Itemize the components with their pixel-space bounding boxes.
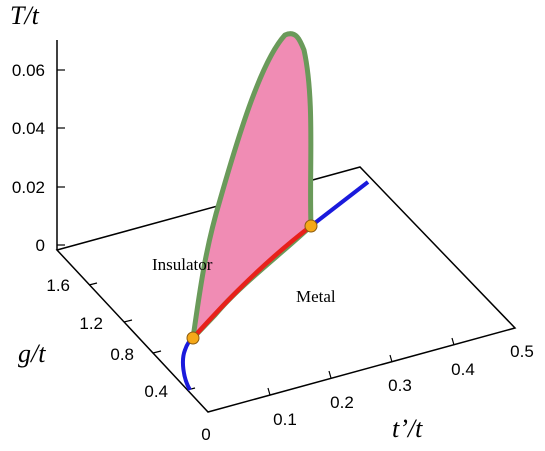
front-tick-label: 0.1 <box>273 410 297 429</box>
vertical-tick-label: 0 <box>36 236 45 255</box>
front-tick-label: 0.3 <box>388 376 412 395</box>
critical-point <box>186 331 200 345</box>
vertical-tick-label: 0.02 <box>12 178 45 197</box>
first-order-line <box>191 224 313 340</box>
front-ticks <box>267 337 455 396</box>
left-tick-label: 0.4 <box>144 382 168 401</box>
vertical-axis-label: T/t <box>10 1 40 30</box>
vertical-tick-label: 0.06 <box>12 61 45 80</box>
left-tick-label: 1.2 <box>79 314 103 333</box>
insulator-label: Insulator <box>152 255 213 274</box>
left-ticks <box>88 282 196 391</box>
vertical-tick-label: 0.04 <box>12 119 45 138</box>
front-tick-label: 0.4 <box>451 360 475 379</box>
left-axis-label: g/t <box>18 339 46 368</box>
metal-label: Metal <box>296 287 336 306</box>
crossover-line-high <box>309 180 370 228</box>
front-tick-label: 0 <box>201 425 210 444</box>
left-tick-label: 0.8 <box>110 345 134 364</box>
critical-point <box>304 219 318 233</box>
front-axis-label: t’/t <box>392 414 423 443</box>
front-tick-label: 0.2 <box>330 393 354 412</box>
vertical-ticks <box>57 69 65 246</box>
coexistence-region <box>190 31 314 341</box>
left-tick-label: 1.6 <box>46 276 70 295</box>
crossover-line-low <box>180 336 195 392</box>
front-tick-label: 0.5 <box>510 342 534 361</box>
